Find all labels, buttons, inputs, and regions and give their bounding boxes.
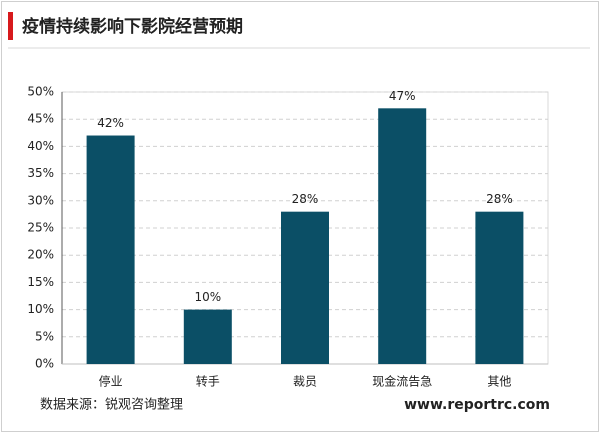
y-tick-label: 30%	[27, 193, 54, 207]
y-tick-label: 5%	[35, 329, 54, 343]
x-tick-label: 现金流告急	[372, 374, 432, 389]
value-label: 28%	[292, 192, 319, 206]
y-tick-label: 15%	[27, 275, 54, 289]
source-note: 数据来源：锐观咨询整理	[40, 398, 183, 413]
value-label: 47%	[389, 89, 416, 103]
x-tick-label: 其他	[487, 375, 511, 389]
bar	[378, 108, 427, 364]
x-tick-label: 转手	[196, 374, 220, 389]
y-tick-label: 50%	[27, 85, 54, 99]
value-label: 28%	[486, 192, 513, 206]
y-tick-label: 40%	[27, 139, 54, 153]
website: www.reportrc.com	[404, 397, 550, 413]
y-tick-label: 0%	[35, 357, 54, 371]
x-tick-label: 停业	[99, 374, 123, 389]
bar	[86, 135, 135, 364]
y-tick-label: 45%	[27, 112, 54, 126]
y-tick-label: 10%	[27, 302, 54, 316]
bar	[183, 309, 232, 364]
y-tick-label: 35%	[27, 166, 54, 180]
value-label: 42%	[97, 116, 124, 130]
bar	[475, 211, 524, 364]
y-tick-label: 25%	[27, 221, 54, 235]
y-tick-label: 20%	[27, 248, 54, 262]
x-tick-label: 裁员	[293, 375, 317, 389]
title-accent	[8, 12, 13, 40]
value-label: 10%	[194, 290, 221, 304]
chart-title: 疫情持续影响下影院经营预期	[22, 16, 243, 37]
bar	[281, 211, 329, 364]
